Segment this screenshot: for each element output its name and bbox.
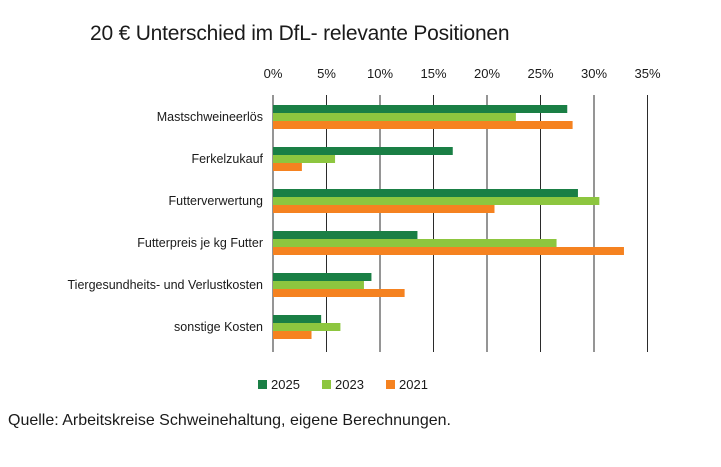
bar-2021-1 [273,163,302,171]
legend-swatch-2021 [386,380,395,389]
category-label: Futterverwertung [169,194,264,208]
bar-2025-4 [273,273,372,281]
bar-chart: 0% 5% 10% 15% 20% 25% 30% 35% Mastschweineerlös… [68,66,661,392]
source-note: Quelle: Arbeitskreise Schweinehaltung, e… [8,412,451,429]
legend-swatch-2023 [322,380,331,389]
x-tick-label: 25% [527,66,553,81]
x-tick-label: 0% [264,66,283,81]
x-tick-label: 35% [634,66,660,81]
legend-label: 2023 [335,377,364,392]
x-tick-label: 30% [581,66,607,81]
x-tick-label: 5% [317,66,336,81]
bar-2023-3 [273,239,557,247]
chart-title: 20 € Unterschied im DfL- relevante Posit… [90,22,510,45]
category-label: Ferkelzukauf [191,152,263,166]
bar-2025-0 [273,105,568,113]
x-tick-label: 20% [474,66,500,81]
bar-2025-3 [273,231,418,239]
x-tick-label: 10% [367,66,393,81]
category-label: sonstige Kosten [174,320,263,334]
legend-label: 2025 [271,377,300,392]
gridlines [272,95,648,352]
bar-2025-1 [273,147,453,155]
category-label: Futterpreis je kg Futter [137,236,263,250]
bar-2023-4 [273,281,364,289]
bar-2023-2 [273,197,600,205]
category-labels: Mastschweineerlös Ferkelzukauf Futterverwe… [68,110,264,334]
bar-2021-0 [273,121,573,129]
bar-2021-2 [273,205,495,213]
bar-2025-5 [273,315,322,323]
bar-2023-1 [273,155,336,163]
bar-2025-2 [273,189,578,197]
legend-swatch-2025 [258,380,267,389]
x-tick-labels: 0% 5% 10% 15% 20% 25% 30% 35% [264,66,661,81]
bar-2021-3 [273,247,624,255]
legend-label: 2021 [399,377,428,392]
bar-2021-4 [273,289,405,297]
x-tick-label: 15% [420,66,446,81]
legend: 2025 2023 2021 [258,377,428,392]
bar-2023-0 [273,113,516,121]
bar-2021-5 [273,331,312,339]
category-label: Tiergesundheits- und Verlustkosten [68,278,264,292]
category-label: Mastschweineerlös [157,110,263,124]
bar-2023-5 [273,323,341,331]
bars [273,105,624,339]
